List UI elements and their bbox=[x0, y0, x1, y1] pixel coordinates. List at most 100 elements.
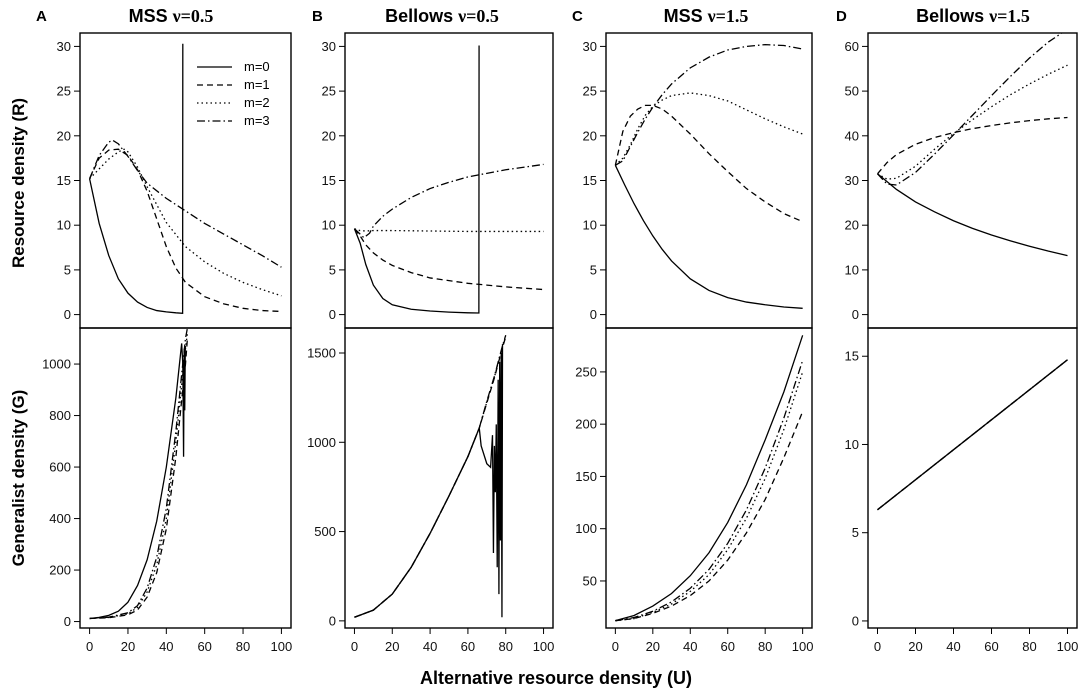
legend-label-m0: m=0 bbox=[244, 59, 270, 74]
y-tick-label-a-bottom: 400 bbox=[49, 511, 71, 526]
plot-frame-d-bottom bbox=[867, 327, 1078, 629]
y-tick-label-a-top: 5 bbox=[64, 262, 71, 277]
x-tick-label-d: 0 bbox=[874, 639, 881, 654]
series-line-a-top-m0 bbox=[88, 43, 184, 314]
panel-title-d-nu: ν=1.5 bbox=[988, 6, 1030, 26]
series-line-a-top-m2 bbox=[89, 148, 282, 297]
series-line-c-bottom-m2 bbox=[615, 371, 804, 622]
y-tick-label-d-top: 30 bbox=[845, 173, 859, 188]
y-tick-label-a-top: 15 bbox=[57, 173, 71, 188]
series-line-b-top-m3 bbox=[354, 163, 544, 239]
y-tick-label-a-bottom: 800 bbox=[49, 408, 71, 423]
y-tick-label-a-bottom: 0 bbox=[64, 614, 71, 629]
panel-title-a-nu: ν=0.5 bbox=[172, 6, 214, 26]
y-tick-label-b-top: 10 bbox=[322, 218, 336, 233]
series-line-a-bottom-m2 bbox=[89, 333, 189, 620]
series-line-b-bottom-m1 bbox=[354, 336, 507, 618]
x-tick-label-c: 40 bbox=[683, 639, 697, 654]
y-tick-label-b-top: 15 bbox=[322, 173, 336, 188]
panel-title-b: Bellows ν=0.5 bbox=[385, 6, 499, 26]
panel-letter-c: C bbox=[572, 8, 583, 25]
panel-letter-a: A bbox=[36, 8, 47, 25]
x-tick-label-d: 80 bbox=[1022, 639, 1036, 654]
y-tick-label-d-bottom: 5 bbox=[852, 525, 859, 540]
y-tick-label-d-top: 50 bbox=[845, 84, 859, 99]
panel-letter-d: D bbox=[836, 8, 847, 25]
x-tick-label-b: 80 bbox=[498, 639, 512, 654]
y-tick-label-b-top: 30 bbox=[322, 39, 336, 54]
series-line-c-top-m1 bbox=[614, 104, 803, 223]
y-tick-label-d-top: 0 bbox=[852, 307, 859, 322]
y-tick-label-a-top: 10 bbox=[57, 218, 71, 233]
y-tick-label-d-bottom: 10 bbox=[845, 437, 859, 452]
y-tick-label-c-top: 10 bbox=[583, 218, 597, 233]
x-tick-label-d: 40 bbox=[946, 639, 960, 654]
y-tick-label-a-bottom: 1000 bbox=[42, 357, 71, 372]
y-tick-label-c-top: 20 bbox=[583, 128, 597, 143]
x-axis-label: Alternative resource density (U) bbox=[420, 668, 692, 688]
series-line-b-top-m0 bbox=[353, 45, 480, 314]
panel-title-a-model: MSS bbox=[129, 6, 168, 26]
x-tick-label-c: 20 bbox=[646, 639, 660, 654]
legend-label-m2: m=2 bbox=[244, 95, 270, 110]
panel-title-b-model: Bellows bbox=[385, 6, 453, 26]
x-tick-label-a: 0 bbox=[86, 639, 93, 654]
series-line-b-top-m2 bbox=[354, 228, 544, 233]
plot-frame-c-bottom bbox=[605, 327, 813, 629]
y-tick-label-b-top: 5 bbox=[329, 262, 336, 277]
series-line-a-bottom-m3 bbox=[89, 328, 189, 620]
y-axis-label-top: Resource density (R) bbox=[9, 98, 28, 268]
x-tick-label-c: 60 bbox=[720, 639, 734, 654]
legend-label-m1: m=1 bbox=[244, 77, 270, 92]
y-tick-label-c-bottom: 100 bbox=[575, 521, 597, 536]
plot-frame-b-bottom bbox=[344, 327, 554, 629]
series-line-d-top-m1 bbox=[877, 116, 1068, 175]
y-tick-label-c-top: 30 bbox=[583, 39, 597, 54]
y-tick-label-c-bottom: 200 bbox=[575, 417, 597, 432]
y-tick-label-b-bottom: 1000 bbox=[307, 435, 336, 450]
x-tick-label-a: 80 bbox=[236, 639, 250, 654]
x-tick-label-d: 60 bbox=[984, 639, 998, 654]
y-axis-label-bottom: Generalist density (G) bbox=[9, 390, 28, 567]
y-tick-label-c-top: 25 bbox=[583, 84, 597, 99]
y-tick-label-a-top: 0 bbox=[64, 307, 71, 322]
y-tick-label-b-bottom: 1500 bbox=[307, 346, 336, 361]
series-line-c-bottom-m1 bbox=[615, 411, 804, 622]
x-tick-label-b: 20 bbox=[385, 639, 399, 654]
y-tick-label-b-top: 20 bbox=[322, 128, 336, 143]
series-line-b-bottom-m2 bbox=[354, 335, 507, 618]
x-tick-label-b: 40 bbox=[423, 639, 437, 654]
panel-title-c: MSS ν=1.5 bbox=[664, 6, 749, 26]
x-tick-label-c: 100 bbox=[792, 639, 814, 654]
series-line-d-top-m2 bbox=[877, 64, 1068, 180]
panel-title-d-model: Bellows bbox=[916, 6, 984, 26]
y-tick-label-a-top: 20 bbox=[57, 128, 71, 143]
y-tick-label-c-bottom: 250 bbox=[575, 364, 597, 379]
series-line-c-top-m0 bbox=[614, 165, 803, 309]
series-line-c-top-m2 bbox=[614, 92, 803, 166]
plot-frame-d-top bbox=[867, 32, 1078, 329]
y-tick-label-d-bottom: 0 bbox=[852, 613, 859, 628]
series-line-c-bottom-m3 bbox=[615, 360, 804, 622]
panel-title-c-model: MSS bbox=[664, 6, 703, 26]
series-line-c-bottom-m0 bbox=[615, 335, 804, 622]
y-tick-label-a-top: 30 bbox=[57, 39, 71, 54]
y-tick-label-d-bottom: 15 bbox=[845, 349, 859, 364]
y-tick-label-b-top: 25 bbox=[322, 84, 336, 99]
y-tick-label-c-top: 5 bbox=[590, 262, 597, 277]
series-line-a-top-m3 bbox=[88, 139, 282, 268]
plot-frame-c-top bbox=[605, 32, 813, 329]
x-tick-label-d: 100 bbox=[1057, 639, 1079, 654]
series-line-d-bottom-m3 bbox=[877, 359, 1068, 511]
panel-title-d: Bellows ν=1.5 bbox=[916, 6, 1030, 26]
series-line-d-top-m3 bbox=[877, 33, 1063, 186]
series-line-d-top-m0 bbox=[877, 173, 1068, 257]
x-tick-label-a: 20 bbox=[121, 639, 135, 654]
x-tick-label-d: 20 bbox=[908, 639, 922, 654]
x-tick-label-b: 100 bbox=[533, 639, 555, 654]
y-tick-label-d-top: 40 bbox=[845, 128, 859, 143]
series-line-a-bottom-m0 bbox=[89, 343, 186, 620]
x-tick-label-a: 60 bbox=[197, 639, 211, 654]
